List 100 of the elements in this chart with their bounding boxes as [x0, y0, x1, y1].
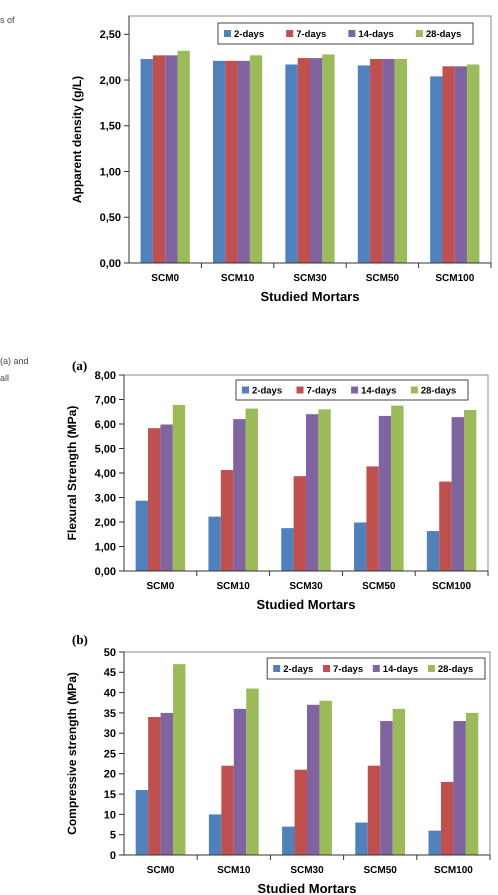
legend-label: 28-days: [438, 664, 474, 675]
bar: [221, 766, 234, 855]
y-tick-label: 6,00: [94, 418, 116, 431]
bar: [382, 58, 395, 263]
bar: [310, 58, 322, 263]
y-tick-label: 7,00: [94, 394, 116, 406]
bar: [378, 416, 392, 571]
x-tick-label: SCM30: [293, 273, 328, 284]
x-tick-label: SCM0: [146, 581, 175, 592]
bar: [250, 55, 262, 263]
bar: [358, 65, 370, 263]
bar: [178, 50, 190, 263]
y-tick-label: 0,50: [100, 212, 121, 224]
x-tick-label: SCM30: [290, 865, 324, 876]
bar: [442, 66, 455, 263]
y-axis-title: Compressive strength (MPa): [65, 672, 79, 835]
bar: [140, 58, 153, 263]
bar: [172, 404, 186, 571]
x-tick-label: SCM50: [366, 273, 400, 284]
y-tick-label: 10: [104, 809, 116, 822]
legend-label: 7-days: [306, 386, 337, 396]
y-axis-title: Flexural Strength (MPa): [65, 406, 79, 540]
y-tick-label: 1,00: [94, 541, 116, 554]
y-tick-label: 1,50: [100, 120, 121, 133]
bar: [285, 64, 298, 263]
y-tick-label: 5,00: [94, 443, 116, 456]
bar: [439, 482, 452, 571]
y-tick-label: 45: [104, 667, 116, 680]
y-tick-label: 1,00: [100, 166, 121, 178]
bar: [394, 58, 408, 263]
x-axis-title: Studied Mortars: [258, 881, 356, 895]
bar: [392, 708, 406, 855]
x-tick-label: SCM10: [217, 865, 251, 876]
y-tick-label: 15: [104, 788, 116, 801]
bar: [238, 60, 250, 263]
bar: [160, 712, 174, 855]
y-tick-label: 8,00: [94, 370, 116, 382]
text: all: [0, 373, 10, 383]
bar: [453, 721, 466, 855]
bar: [307, 704, 320, 855]
bar: [160, 424, 173, 571]
bar: [148, 716, 161, 855]
bar: [430, 76, 442, 263]
x-tick-label: SCM10: [220, 273, 255, 284]
legend-label: 2-days: [283, 664, 314, 675]
text: (a) and: [0, 356, 29, 366]
bar: [380, 721, 393, 855]
bar: [152, 55, 166, 263]
bar: [208, 814, 222, 855]
legend-label: 7-days: [333, 664, 364, 675]
legend-label: 2-days: [252, 386, 282, 396]
legend-label: 28-days: [420, 386, 456, 396]
y-tick-label: 20: [104, 768, 116, 781]
bar: [212, 60, 226, 263]
legend-label: 2-days: [234, 29, 264, 40]
bar: [282, 826, 295, 855]
legend-label: 28-days: [426, 29, 462, 40]
bar: [173, 664, 186, 855]
legend-label: 14-days: [361, 386, 396, 396]
y-tick-label: 2,00: [100, 74, 121, 87]
text: (a): [72, 358, 88, 373]
x-tick-label: SCM0: [151, 273, 180, 284]
y-tick-label: 5: [110, 830, 116, 842]
bar: [370, 58, 382, 263]
bar: [466, 712, 478, 855]
bar: [366, 466, 379, 571]
bar: [306, 414, 318, 571]
bar: [355, 822, 368, 855]
text: s of: [0, 15, 16, 25]
bar: [298, 58, 310, 263]
x-tick-label: SCM30: [289, 581, 324, 592]
y-tick-label: 50: [104, 646, 116, 659]
x-axis-title: Studied Mortars: [260, 289, 360, 304]
bar: [322, 54, 335, 263]
bar: [165, 55, 178, 263]
bar: [454, 66, 468, 263]
y-tick-label: 35: [104, 708, 116, 720]
bar: [368, 766, 380, 855]
bar: [354, 522, 366, 571]
bar: [452, 417, 464, 571]
bar: [294, 476, 306, 571]
x-tick-label: SCM50: [362, 581, 396, 592]
bar: [148, 428, 160, 571]
y-tick-label: 40: [104, 687, 116, 700]
bar: [225, 60, 238, 263]
legend-label: 7-days: [296, 29, 326, 40]
x-tick-label: SCM100: [435, 273, 475, 284]
x-tick-label: SCM100: [434, 865, 474, 876]
legend-label: 14-days: [382, 664, 418, 675]
bar: [281, 528, 294, 571]
x-tick-label: SCM0: [146, 865, 175, 876]
y-tick-label: 3,00: [94, 492, 116, 504]
y-tick-label: 25: [104, 748, 116, 760]
bar: [246, 408, 258, 571]
x-tick-label: SCM50: [364, 865, 398, 876]
y-tick-label: 4,00: [94, 468, 116, 480]
y-axis-title: Apparent density (g/L): [70, 76, 84, 204]
bar: [391, 406, 404, 571]
y-tick-label: 2,00: [94, 516, 116, 529]
legend-label: 14-days: [358, 29, 394, 40]
